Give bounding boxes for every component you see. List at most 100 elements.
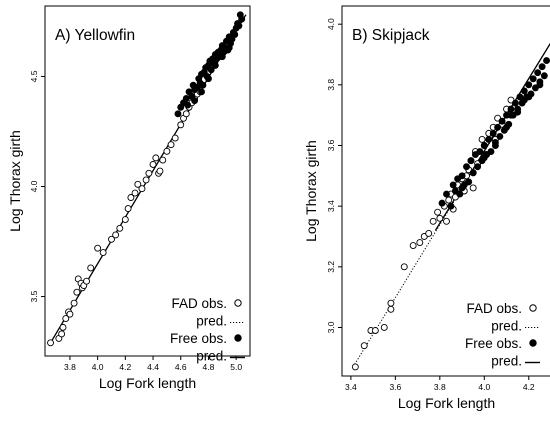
- fad-obs-point: [124, 205, 132, 212]
- fad-obs-point: [478, 135, 486, 143]
- fad-obs-point: [59, 323, 67, 331]
- free-obs-point: [491, 139, 499, 146]
- panel-yellowfin: 3.8 4.0 4.2 4.4 4.6 4.8 5.0 3.5 4.0 4.5 Log Fork l…: [7, 5, 251, 391]
- free-obs-point: [489, 129, 497, 137]
- legend-label: pred.: [196, 314, 227, 329]
- free-obs-point: [520, 87, 528, 95]
- y-tick-label: 3.8: [326, 79, 336, 91]
- x-tick-label: 3.8: [64, 362, 76, 372]
- fad-obs-point: [171, 134, 179, 142]
- free-obs-point: [447, 202, 455, 210]
- free-obs-point: [503, 123, 510, 131]
- x-tick-label: 5.0: [230, 362, 242, 372]
- y-tick-label: 3.2: [326, 261, 336, 273]
- free-obs-point: [480, 142, 488, 149]
- free-obs-point: [534, 69, 542, 77]
- fad-obs-point: [70, 299, 78, 307]
- legend-label: pred.: [196, 349, 227, 364]
- y-tick-label: 4.5: [29, 70, 39, 82]
- x-axis-title: Log Fork length: [99, 375, 196, 391]
- x-axis-title: Log Fork length: [398, 395, 495, 411]
- panel-title: B) Skipjack: [352, 27, 430, 44]
- free-obs-point: [218, 53, 226, 61]
- fad-obs-point: [387, 305, 395, 313]
- free-obs-point: [458, 184, 466, 192]
- fad-obs-point: [182, 110, 190, 118]
- fad-obs-point: [112, 231, 120, 239]
- fad-obs-point: [156, 167, 164, 175]
- x-tick-label: 4.4: [147, 362, 159, 372]
- y-tick-label: 3.4: [326, 200, 336, 212]
- free-obs-point: [198, 88, 205, 96]
- y-tick-label: 3.0: [326, 321, 336, 333]
- fad-obs-point: [163, 147, 171, 155]
- free-obs-point: [225, 44, 233, 52]
- fad-obs-point: [149, 161, 157, 168]
- fad-obs-point: [387, 299, 395, 307]
- legend-label: FAD obs.: [466, 301, 522, 316]
- fad-obs-point: [416, 239, 424, 247]
- free-obs-point: [184, 101, 192, 109]
- fad-obs-point: [360, 342, 368, 350]
- free-obs-point: [207, 66, 215, 74]
- free-obs-point: [204, 75, 212, 83]
- fad-obs-point: [134, 180, 142, 188]
- fad-obs-point: [138, 185, 146, 193]
- free-obs-point: [485, 135, 493, 143]
- free-obs-point: [538, 63, 546, 71]
- y-tick-label: 4.0: [29, 180, 39, 192]
- fad-obs-point: [108, 235, 115, 243]
- fad-obs-point: [152, 154, 160, 162]
- fad-obs-point: [469, 184, 477, 192]
- free-obs-point: [211, 61, 219, 69]
- free-obs-point: [514, 108, 522, 116]
- y-axis-title: Log Thorax girth: [303, 140, 319, 242]
- fad-obs-point: [62, 315, 70, 323]
- free-obs-point: [507, 105, 515, 113]
- free-obs-point: [536, 81, 544, 89]
- legend-label: Free obs.: [170, 331, 227, 346]
- free-obs-point: [199, 81, 207, 89]
- x-tick-label: 4.2: [523, 382, 535, 392]
- x-tick-label: 4.2: [119, 362, 131, 372]
- free-obs-point: [543, 57, 550, 65]
- fad-obs-point: [145, 169, 153, 177]
- fad-obs-point: [434, 208, 442, 216]
- free-obs-point: [525, 81, 533, 89]
- fad-obs-point: [351, 363, 359, 371]
- fad-obs-point: [94, 244, 102, 252]
- legend: FAD obs. pred. Free obs. pred.: [170, 296, 245, 364]
- y-tick-label: 4.0: [326, 18, 336, 30]
- plot-frame: [341, 5, 550, 377]
- fad-obs-point: [445, 196, 453, 204]
- plot-area: [351, 42, 550, 371]
- x-tick-label: 4.0: [92, 362, 104, 372]
- fad-obs-point: [142, 176, 150, 184]
- legend-marker: [234, 334, 242, 342]
- free-obs-point: [487, 148, 495, 156]
- free-obs-point: [474, 163, 482, 171]
- legend-label: FAD obs.: [171, 296, 227, 311]
- fad-obs-point: [99, 249, 107, 256]
- free-obs-point: [231, 31, 239, 39]
- fad-obs-point: [121, 216, 129, 223]
- fad-obs-point: [87, 264, 95, 272]
- free-obs-point: [494, 123, 502, 131]
- plot-frame: [44, 5, 251, 357]
- legend-marker: [234, 299, 242, 307]
- fad-obs-point: [425, 230, 433, 237]
- free-obs-point: [469, 169, 477, 177]
- fad-obs-point: [177, 121, 185, 129]
- legend: FAD obs. pred. Free obs. pred.: [465, 301, 540, 369]
- plot-area: [47, 11, 247, 347]
- x-tick-label: 3.8: [434, 382, 446, 392]
- fad-obs-point: [429, 217, 437, 225]
- y-axis-title: Log Thorax girth: [7, 130, 23, 232]
- legend-marker: [529, 304, 537, 312]
- free-obs-point: [520, 96, 528, 104]
- x-tick-label: 4.8: [203, 362, 215, 372]
- x-tick-label: 4.0: [478, 382, 490, 392]
- legend-marker: [529, 339, 537, 347]
- fad-obs-point: [436, 214, 444, 222]
